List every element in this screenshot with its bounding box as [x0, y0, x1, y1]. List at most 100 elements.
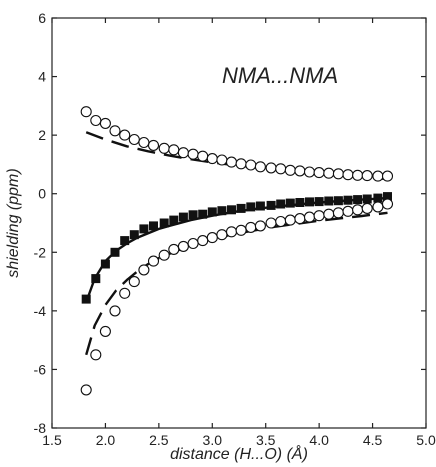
series-2-point: [138, 264, 150, 276]
series-1-point: [81, 294, 91, 304]
series-1-point: [217, 206, 227, 216]
series-1-point: [169, 215, 179, 225]
x-axis-label: distance (H...O) (Å): [170, 444, 308, 463]
series-1-point: [100, 259, 110, 269]
series-1-point: [246, 202, 256, 212]
series-0-point: [284, 164, 296, 176]
series-1-point: [305, 197, 314, 207]
series-1-point: [314, 197, 324, 207]
series-2-point: [119, 287, 131, 299]
series-2-point: [372, 201, 384, 213]
series-2-point: [265, 217, 277, 229]
series-2-point: [254, 220, 266, 232]
series-0-point: [119, 129, 131, 141]
y-tick-label: -8: [34, 420, 47, 436]
series-1-point: [383, 192, 392, 202]
series-0-point: [80, 106, 92, 118]
y-tick-label: 0: [38, 186, 46, 202]
series-2-point: [381, 198, 394, 210]
x-tick-label: 2.5: [149, 432, 169, 448]
series-0-point: [235, 158, 247, 170]
series-0-point: [99, 117, 111, 129]
series-1-point: [285, 198, 295, 208]
series-0-point: [206, 153, 218, 165]
series-0-point: [216, 154, 228, 166]
series-0-point: [352, 169, 364, 181]
series-2-point: [294, 213, 306, 225]
series-1-point: [276, 199, 286, 209]
series-1-point: [159, 218, 169, 228]
series-1-point: [178, 212, 188, 222]
series-2-point: [206, 232, 218, 244]
y-tick-label: 6: [38, 10, 46, 26]
series-1-point: [139, 224, 149, 234]
series-2-point: [342, 205, 354, 217]
y-tick-label: -2: [34, 244, 47, 260]
series-2-point: [216, 229, 228, 241]
series-0-point: [361, 170, 373, 182]
series-0-point: [303, 166, 316, 178]
y-axis-label: shielding (ppm): [5, 168, 22, 277]
series-1-point: [255, 201, 265, 211]
series-2-point: [168, 243, 180, 255]
series-2-point: [99, 325, 111, 337]
series-0-point: [177, 147, 189, 159]
x-tick-label: 2.0: [96, 432, 116, 448]
series-1-point: [110, 247, 120, 257]
series-2-point: [158, 249, 170, 261]
series-2-point: [361, 202, 373, 214]
y-tick-label: 2: [38, 127, 46, 143]
series-0-point: [372, 170, 384, 182]
curve-dashed-2: [85, 211, 388, 356]
series-2-point: [147, 255, 160, 267]
series-2-point: [323, 208, 335, 220]
series-1-point: [236, 203, 246, 213]
series-1-point: [333, 196, 343, 206]
series-1-point: [266, 200, 276, 210]
series-2-point: [313, 210, 325, 222]
series-1-point: [353, 195, 363, 205]
series-0-point: [138, 136, 150, 149]
series-0-point: [168, 144, 180, 156]
series-1-point: [149, 221, 158, 231]
series-2-point: [177, 240, 189, 252]
series-1-point: [198, 209, 208, 219]
series-1-point: [188, 210, 198, 220]
series-0-point: [109, 125, 121, 137]
series-0-point: [275, 163, 287, 175]
series-2-point: [225, 226, 238, 238]
series-0-point: [158, 142, 170, 154]
series-0-point: [332, 168, 344, 180]
x-tick-label: 4.0: [309, 432, 329, 448]
series-0-point: [245, 159, 257, 171]
series-1-point: [227, 205, 236, 215]
x-tick-label: 5.0: [416, 432, 436, 448]
x-tick-label: 3.5: [256, 432, 276, 448]
x-tick-label: 1.5: [42, 432, 62, 448]
series-1-point: [343, 195, 353, 205]
series-2-point: [90, 349, 102, 361]
series-1-point: [120, 236, 130, 246]
series-1-point: [91, 274, 101, 284]
series-2-point: [80, 384, 92, 396]
series-2-point: [235, 224, 247, 236]
series-0-point: [147, 139, 160, 151]
x-tick-label: 3.0: [203, 432, 223, 448]
series-0-point: [294, 165, 306, 177]
series-1-point: [324, 196, 334, 206]
series-0-point: [342, 169, 354, 181]
series-0-point: [313, 167, 325, 179]
series-0-point: [381, 170, 394, 182]
series-0-point: [254, 161, 266, 173]
y-tick-label: -6: [34, 361, 47, 377]
series-2-point: [245, 221, 257, 233]
series-2-point: [275, 215, 287, 228]
series-1-point: [207, 207, 217, 217]
series-0-point: [225, 156, 238, 168]
series-2-point: [128, 276, 140, 288]
y-tick-label: 4: [38, 69, 46, 85]
series-1-point: [362, 194, 372, 204]
series-0-point: [128, 133, 140, 146]
